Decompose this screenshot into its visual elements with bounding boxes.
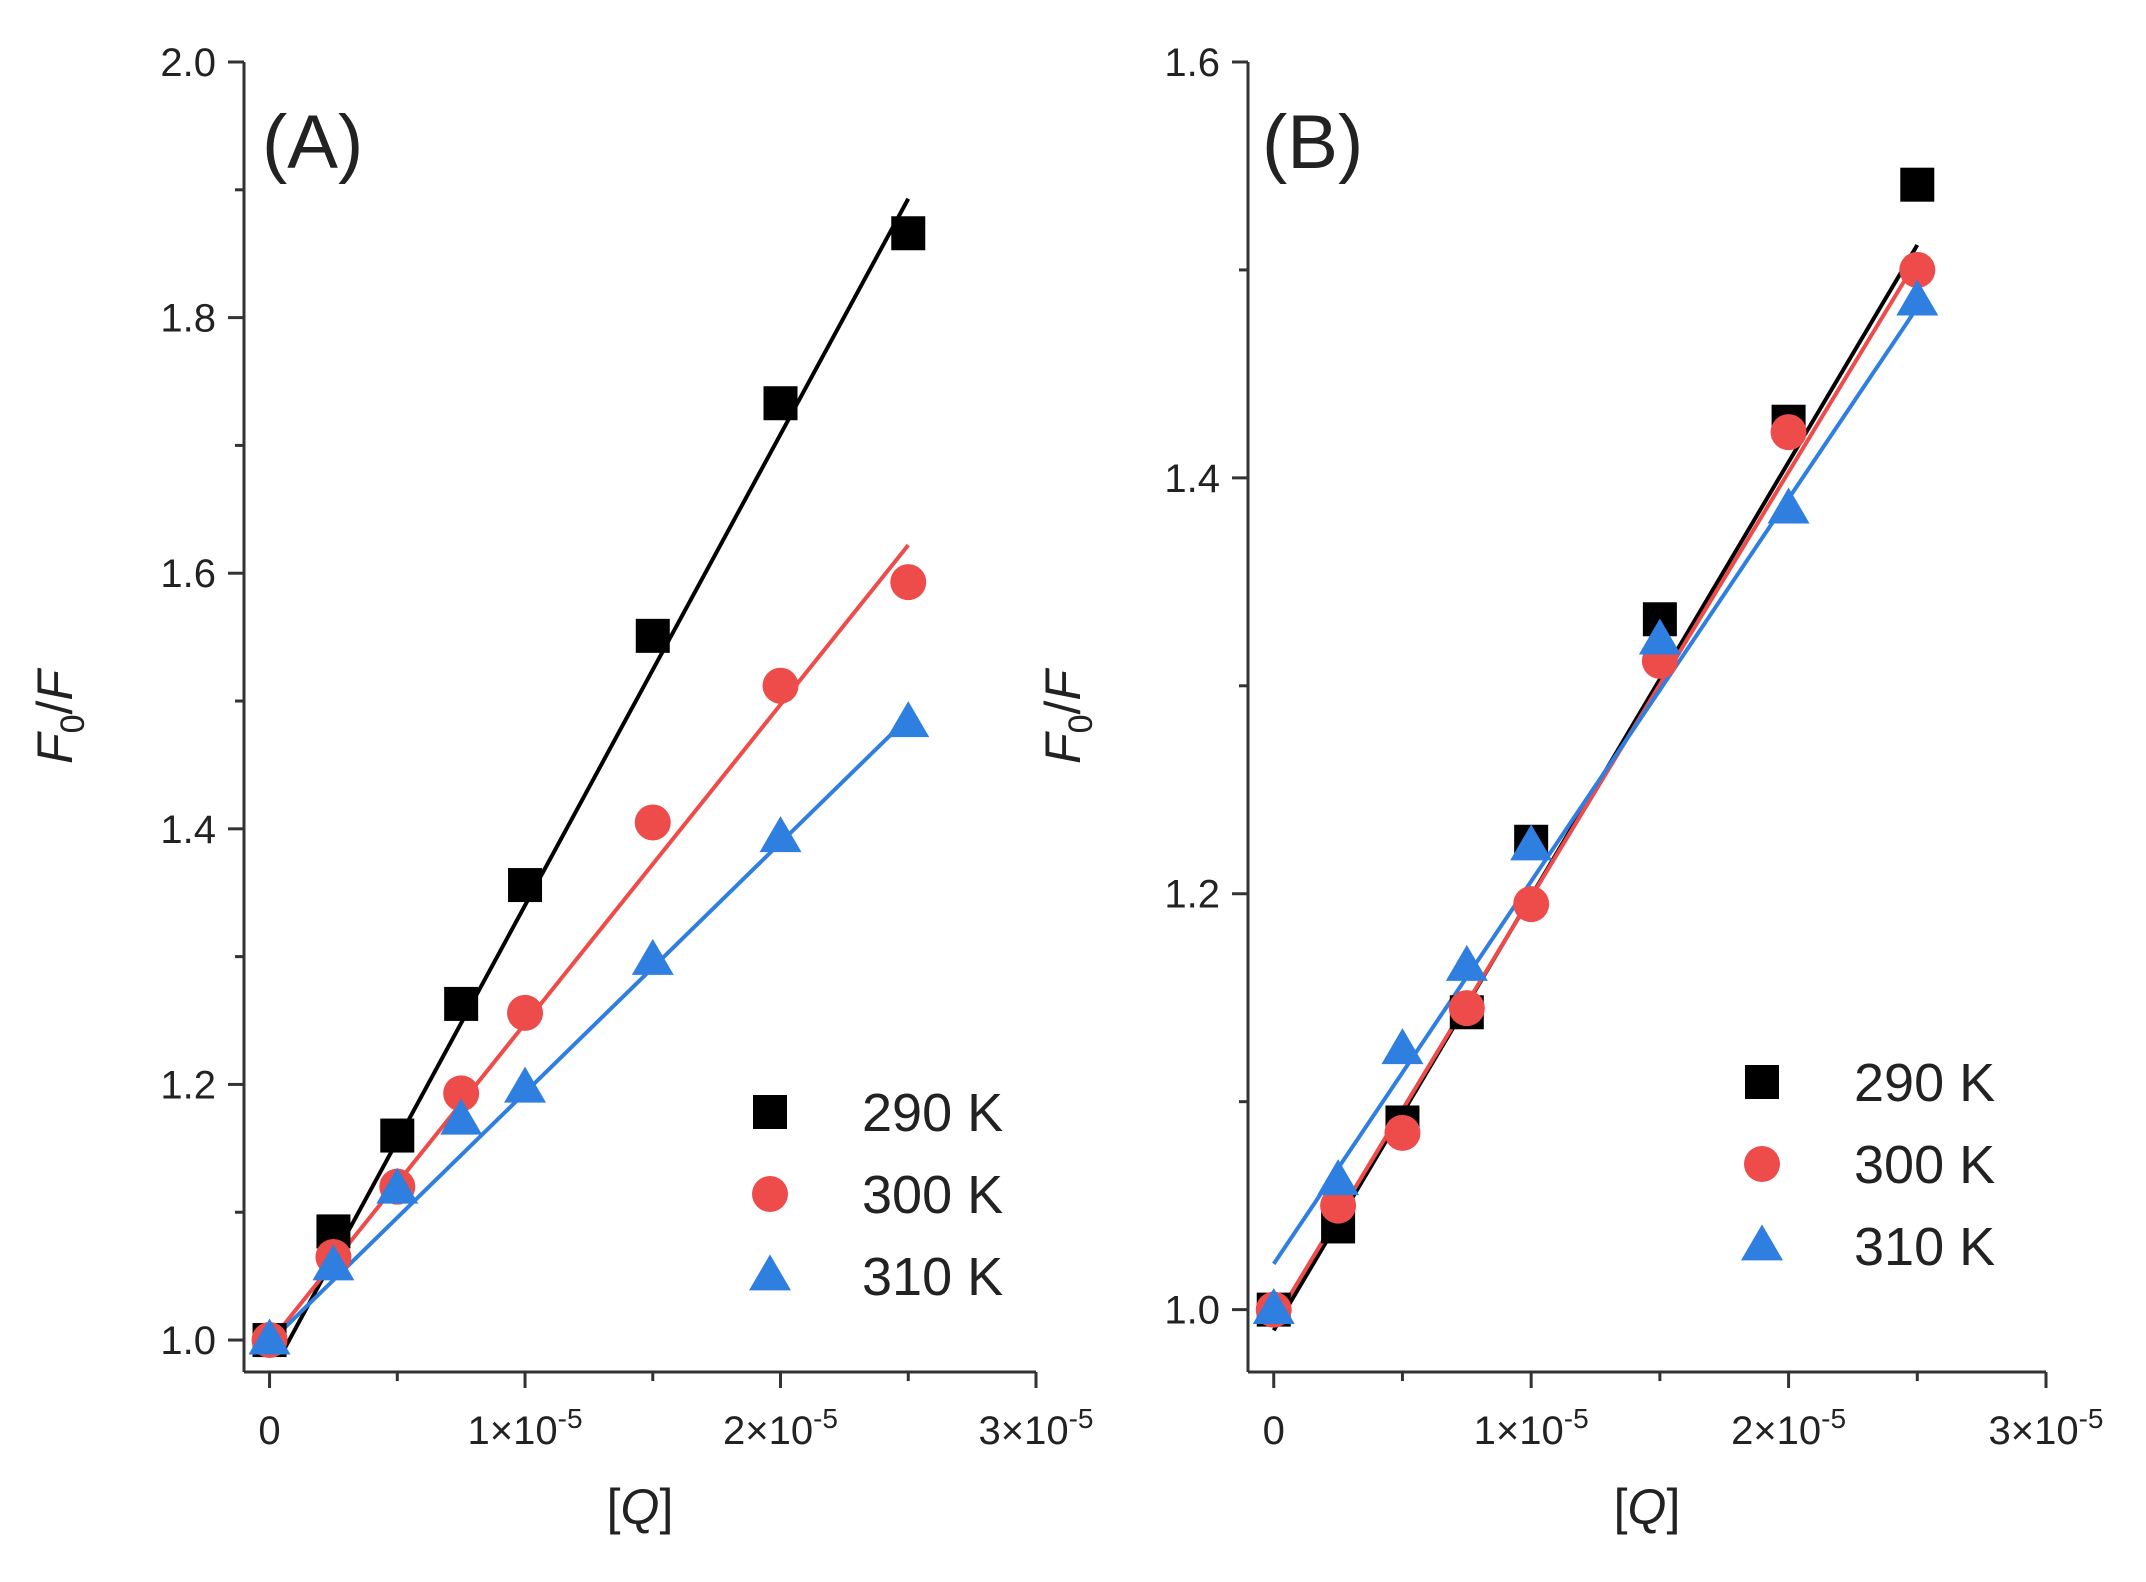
y-axis-label: F0/F: [27, 668, 92, 764]
y-tick-label: 1.8: [160, 297, 216, 341]
data-point-310k: [1317, 1159, 1360, 1196]
data-point-310k: [1252, 1288, 1295, 1325]
data-point-290k: [444, 986, 479, 1021]
data-point-310k: [440, 1098, 483, 1135]
y-tick-label: 2.0: [160, 41, 216, 85]
fit-line-310k: [1272, 306, 1919, 1265]
x-tick-label: 0: [258, 1409, 280, 1453]
chart-panel-a: 1.0 1.2 1.4 1.6 1.8 2.0 0 1×10-5 2×10-5 3×10-5 [Q]…: [27, 41, 1094, 1535]
x-tick-label: 1×10-5: [1474, 1403, 1589, 1453]
data-point-310k: [1445, 944, 1488, 981]
legend-marker-290k: [1745, 1065, 1779, 1099]
data-point-300k: [634, 804, 671, 841]
y-tick-label: 1.2: [160, 1063, 216, 1107]
data-point-300k: [1513, 886, 1550, 923]
chart-panel-b: 1.0 1.2 1.4 1.6 0 1×10-5 2×10-5 3×10-5 [Q] F0/F (B…: [1035, 41, 2104, 1535]
legend-label: 290 K: [862, 1083, 1003, 1143]
data-point-290k: [763, 386, 798, 421]
data-point-310k: [1638, 618, 1681, 655]
x-tick-label: 3×10-5: [978, 1403, 1093, 1453]
legend-marker-300k: [1744, 1146, 1780, 1182]
y-tick-label: 1.0: [160, 1319, 216, 1363]
x-axis-label: [Q]: [1614, 1479, 1681, 1535]
data-point-300k: [1899, 251, 1936, 288]
data-point-310k: [631, 938, 674, 975]
data-point-300k: [1770, 414, 1807, 451]
data-point-310k: [1767, 487, 1810, 524]
panel-label: (A): [262, 100, 363, 185]
data-point-310k: [312, 1244, 355, 1281]
x-tick-label: 3×10-5: [1988, 1403, 2103, 1453]
data-point-290k: [508, 868, 543, 903]
legend-label: 290 K: [1854, 1053, 1995, 1113]
fit-line-290k: [280, 197, 911, 1354]
data-point-310k: [1381, 1028, 1424, 1065]
data-point-310k: [1510, 824, 1553, 861]
y-tick-label: 1.6: [160, 552, 216, 596]
y-tick-label: 1.6: [1164, 41, 1220, 85]
data-point-310k: [248, 1318, 291, 1355]
legend-marker-310k: [749, 1254, 791, 1291]
legend: 290 K 300 K 310 K: [1741, 1053, 1995, 1277]
fit-line-310k: [268, 716, 910, 1345]
y-tick-label: 1.2: [1164, 873, 1220, 917]
data-point-290k: [891, 216, 926, 251]
legend-label: 310 K: [862, 1247, 1003, 1307]
data-point-290k: [1900, 167, 1935, 202]
y-tick-label: 1.4: [160, 808, 216, 852]
x-tick-label: 1×10-5: [468, 1403, 583, 1453]
data-point-310k: [887, 701, 930, 738]
fit-line-300k: [267, 543, 910, 1344]
data-point-290k: [635, 618, 670, 653]
legend-marker-310k: [1741, 1224, 1783, 1261]
y-tick-label: 1.4: [1164, 457, 1220, 501]
x-axis-label: [Q]: [607, 1479, 674, 1535]
data-point-300k: [1320, 1187, 1357, 1224]
data-point-300k: [762, 667, 799, 704]
data-point-300k: [443, 1075, 480, 1112]
data-point-310k: [759, 816, 802, 853]
data-point-300k: [1384, 1114, 1421, 1151]
y-tick-label: 1.0: [1164, 1289, 1220, 1333]
data-point-300k: [1448, 990, 1485, 1027]
legend-label: 300 K: [862, 1165, 1003, 1225]
x-tick-label: 2×10-5: [723, 1403, 838, 1453]
x-tick-label: 0: [1263, 1409, 1285, 1453]
legend-marker-300k: [752, 1176, 788, 1212]
y-axis-label: F0/F: [1035, 668, 1100, 764]
fit-line-300k: [1272, 258, 1920, 1324]
panel-label: (B): [1262, 100, 1363, 185]
legend-marker-290k: [753, 1095, 787, 1129]
data-point-310k: [376, 1167, 419, 1204]
data-point-290k: [380, 1118, 415, 1153]
x-tick-label: 2×10-5: [1731, 1403, 1846, 1453]
data-point-310k: [1896, 279, 1939, 316]
data-point-300k: [890, 564, 927, 601]
data-point-300k: [507, 994, 544, 1031]
data-point-310k: [504, 1066, 547, 1103]
legend-label: 310 K: [1854, 1217, 1995, 1277]
legend-label: 300 K: [1854, 1135, 1995, 1195]
legend: 290 K 300 K 310 K: [749, 1083, 1003, 1307]
